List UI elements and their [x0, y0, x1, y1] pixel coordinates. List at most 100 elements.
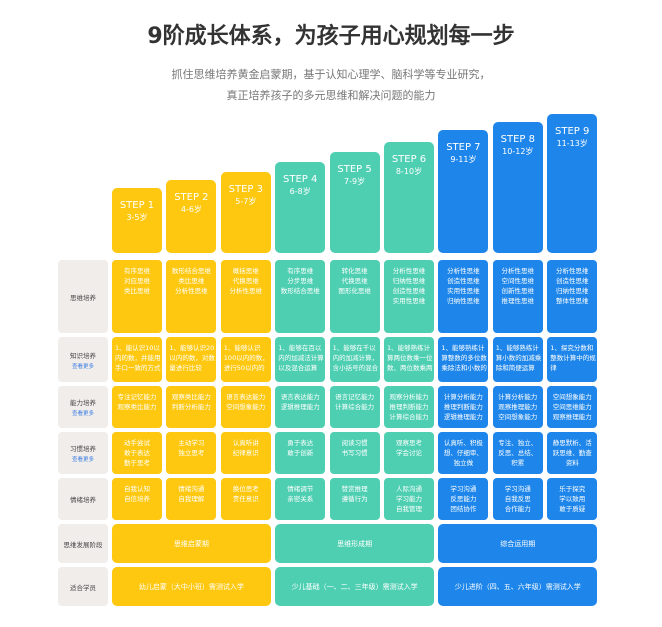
cell-line: 创造性思维	[392, 287, 426, 295]
cell: 转化思维 代换思维 图形化思维	[329, 260, 380, 333]
cell-line: 勤于思考	[124, 459, 150, 467]
row-label: 习惯培养 查看更多	[58, 432, 108, 474]
cell-line: 1、能够熟练计	[441, 344, 485, 352]
step-label: STEP 2	[174, 192, 209, 203]
merged-cell: 综合运用期	[438, 524, 598, 563]
cell: 计算分析能力 推理判断能力 逻辑推理能力	[438, 386, 489, 428]
cell: 乐于探究 学以致用 敢于质疑	[547, 478, 598, 520]
cell-line: 敢于质疑	[559, 505, 586, 513]
cell-line: 算整数的多位数	[441, 354, 487, 362]
row-label-text: 知识培养	[70, 351, 96, 360]
cell-line: 计算综合能力	[335, 403, 375, 411]
step-age: 5-7岁	[235, 197, 257, 206]
cell-line: 空间思维能力	[552, 403, 592, 411]
cell: 认真听讲 纪律意识	[220, 432, 271, 474]
cell: 语言表达能力 逻辑推理能力	[275, 386, 326, 428]
cell: 有序思维 对应思维 类比思维	[112, 260, 162, 333]
cell-line: 律	[550, 364, 557, 372]
cell: 计算分析能力 观察推理能力 空间想象能力	[492, 386, 543, 428]
cell: 分析性思维 归纳性思维 创造性思维 实用性思维	[384, 260, 434, 333]
cell: 动手尝试 敢于表达 勤于思考	[112, 432, 162, 474]
cell-line: 书写习惯	[341, 449, 368, 457]
cell-line: 学习能力	[396, 495, 422, 503]
cell-line: 计算分析能力	[498, 393, 538, 401]
cell: 学习沟通 自我反思 合作能力	[492, 478, 543, 520]
cell: 有序思维 分步思维 数形结合思维	[275, 260, 326, 333]
cell: 认真听、积极 想、仔细审、 独立做	[438, 432, 489, 474]
cell: 阅读习惯 书写习惯	[329, 432, 380, 474]
subtitle: 真正培养孩子的多元思维和解决问题的能力	[226, 89, 436, 102]
more-link[interactable]: 查看更多	[71, 457, 94, 463]
cell-line: 归纳性思维	[447, 297, 480, 305]
cell-line: 空间想象能力	[226, 403, 266, 411]
cell-line: 进行50以内的	[223, 364, 265, 372]
cell-line: 分析性思维	[555, 267, 589, 275]
cell-line: 实用性思维	[447, 287, 480, 295]
cell: 观察分析能力 推理判断能力 计算综合能力	[384, 386, 434, 428]
cell-line: 分析性思维	[175, 287, 208, 295]
cell: 情绪调节 亲密关系	[275, 478, 326, 520]
cell-line: 1、能够认识	[223, 344, 261, 352]
cell-line: 观察思考	[396, 439, 422, 447]
cell: 分析性思维 空间性思维 创新性思维 推理性思维	[492, 260, 543, 333]
cell-line: 分析性思维	[229, 287, 263, 295]
subtitle: 抓住思维培养黄金启蒙期，基于认知心理学、脑科学等专业研究，	[171, 68, 491, 81]
step-age: 8-10岁	[395, 167, 423, 176]
cell: 1、能够在百以 内的加减法计算 以及混合运算	[275, 337, 326, 382]
row-label: 思维培养	[58, 260, 108, 333]
cell-line: 自我认知	[124, 485, 150, 493]
cell-line: 自我反思	[504, 495, 531, 503]
cell-line: 图形化思维	[338, 287, 371, 295]
row-label-text: 思维培养	[70, 293, 96, 302]
step-age: 11-13岁	[556, 139, 588, 148]
cell-line: 100以内的数，	[223, 354, 269, 362]
cell: 1、探究分数和 整数计算中的规律	[547, 337, 598, 382]
cell-line: 内的加减计算，	[332, 354, 379, 362]
cell-line: 空间想象能力	[552, 393, 592, 401]
cell-line: 逻辑推理能力	[280, 403, 320, 411]
step-label: STEP 5	[337, 164, 372, 175]
cell-line: 静思默析、活	[552, 439, 592, 447]
cell-line: 1、能够认识20	[169, 344, 215, 352]
cell-line: 亲密关系	[287, 495, 314, 503]
cell-line: 反思、总结、	[498, 449, 538, 457]
cell-line: 分析性思维	[501, 267, 535, 275]
cell: 分析性思维 创造性思维 归纳性思维 整体性思维	[547, 260, 598, 333]
cell-line: 语言表达能力	[226, 393, 266, 401]
merged-cell: 思维启蒙期	[112, 524, 271, 563]
cell-line: 创新性思维	[501, 287, 535, 295]
cell: 1、能够认识 100以内的数， 进行50以内的	[220, 337, 271, 382]
cell: 1、能认识10以 内的数，并能用 手口一致的方式	[112, 337, 162, 382]
step-age: 3-5岁	[126, 213, 148, 222]
cell: 1、能够在千以 内的加减计算， 含小括号的混合	[329, 337, 380, 382]
cell-line: 有序思维	[124, 267, 150, 275]
cell-line: 专注记忆能力	[117, 393, 157, 401]
more-link[interactable]: 查看更多	[71, 363, 94, 370]
cell: 1、能够认识20 以内的数，对数 量进行比较	[166, 337, 217, 382]
cell-line: 情绪沟通	[178, 485, 205, 493]
cell-line: 反思能力	[450, 495, 477, 503]
cell-line: 观察类比能力	[117, 403, 157, 411]
cell: 观察思考 学会讨论	[384, 432, 434, 474]
cell: 1、能够熟练计 算整数的多位数 乘除法和小数的	[438, 337, 489, 382]
cell-line: 逻辑推理能力	[443, 413, 483, 421]
cell-line: 有序思维	[287, 267, 314, 275]
cell-line: 认真听、积极	[443, 439, 483, 447]
cell-line: 观察推理能力	[498, 403, 538, 411]
cell-line: 对应思维	[124, 277, 150, 285]
cell-line: 自我理解	[178, 495, 205, 503]
merged-cell: 思维形成期	[275, 524, 434, 563]
step-label: STEP 9	[555, 126, 590, 137]
cell-line: 数、两位数乘两	[387, 364, 433, 372]
step-header: STEP 4 6-8岁	[275, 162, 326, 253]
cell-line: 代换思维	[341, 277, 368, 285]
cell: 专注、独立、 反思、总结、 积累	[492, 432, 543, 474]
cell-line: 跃思维、勤查	[552, 449, 592, 457]
cell-line: 归纳性思维	[555, 287, 589, 295]
more-link[interactable]: 查看更多	[71, 411, 94, 417]
step-label: STEP 7	[446, 142, 481, 153]
cell-line: 1、探究分数和	[550, 344, 594, 352]
cell-line: 换位思考	[232, 485, 259, 493]
step-age: 4-6岁	[180, 205, 202, 214]
